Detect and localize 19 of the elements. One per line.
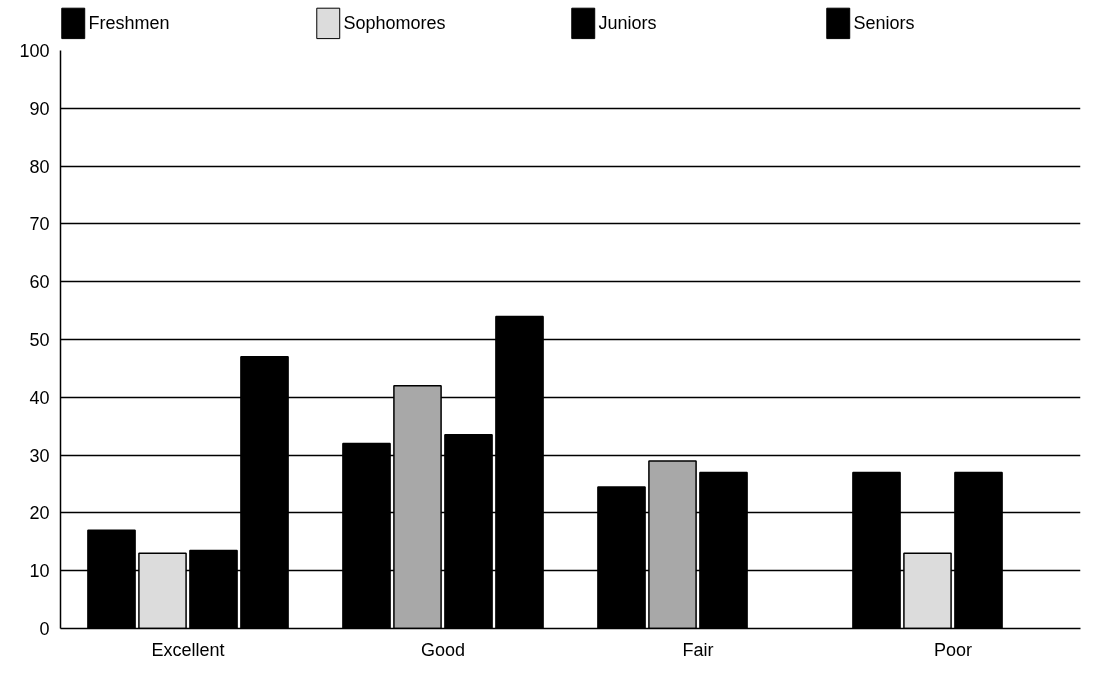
x-tick-label: Excellent bbox=[151, 639, 225, 660]
x-tick-label: Fair bbox=[682, 639, 714, 660]
y-tick-label: 90 bbox=[29, 98, 50, 119]
y-tick-label: 100 bbox=[19, 41, 50, 61]
legend-label: Sophomores bbox=[343, 13, 446, 34]
y-tick-label: 30 bbox=[29, 445, 50, 466]
y-tick-label: 10 bbox=[29, 561, 50, 582]
y-tick-label: 80 bbox=[29, 156, 50, 177]
legend-label: Freshmen bbox=[88, 13, 170, 34]
y-tick-label: 20 bbox=[29, 503, 50, 524]
x-tick-label: Poor bbox=[933, 639, 973, 660]
y-tick-label: 60 bbox=[29, 272, 50, 293]
y-tick-label: 40 bbox=[29, 387, 50, 408]
legend-label: Juniors bbox=[598, 13, 657, 34]
y-tick-label: 70 bbox=[29, 214, 50, 235]
y-tick-label: 50 bbox=[29, 330, 50, 350]
legend-label: Seniors bbox=[853, 13, 915, 34]
y-tick-label: 0 bbox=[39, 619, 50, 639]
x-tick-label: Good bbox=[420, 639, 466, 660]
